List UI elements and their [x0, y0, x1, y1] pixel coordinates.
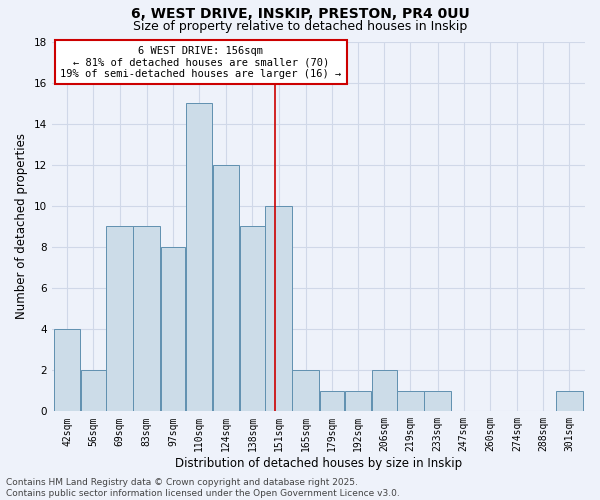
Bar — [556, 391, 583, 411]
Text: Size of property relative to detached houses in Inskip: Size of property relative to detached ho… — [133, 20, 467, 33]
Bar — [345, 391, 371, 411]
Bar — [397, 391, 424, 411]
Bar — [292, 370, 319, 412]
Bar — [186, 103, 212, 412]
Bar — [424, 391, 451, 411]
Y-axis label: Number of detached properties: Number of detached properties — [15, 134, 28, 320]
Bar — [133, 226, 160, 412]
Text: 6 WEST DRIVE: 156sqm
← 81% of detached houses are smaller (70)
19% of semi-detac: 6 WEST DRIVE: 156sqm ← 81% of detached h… — [61, 46, 341, 79]
Bar — [240, 226, 265, 412]
Text: Contains HM Land Registry data © Crown copyright and database right 2025.
Contai: Contains HM Land Registry data © Crown c… — [6, 478, 400, 498]
Bar — [81, 370, 106, 412]
Bar — [161, 247, 185, 412]
Bar — [265, 206, 292, 412]
Text: 6, WEST DRIVE, INSKIP, PRESTON, PR4 0UU: 6, WEST DRIVE, INSKIP, PRESTON, PR4 0UU — [131, 8, 469, 22]
Bar — [54, 329, 80, 411]
X-axis label: Distribution of detached houses by size in Inskip: Distribution of detached houses by size … — [175, 457, 462, 470]
Bar — [213, 165, 239, 412]
Bar — [372, 370, 397, 412]
Bar — [106, 226, 133, 412]
Bar — [320, 391, 344, 411]
